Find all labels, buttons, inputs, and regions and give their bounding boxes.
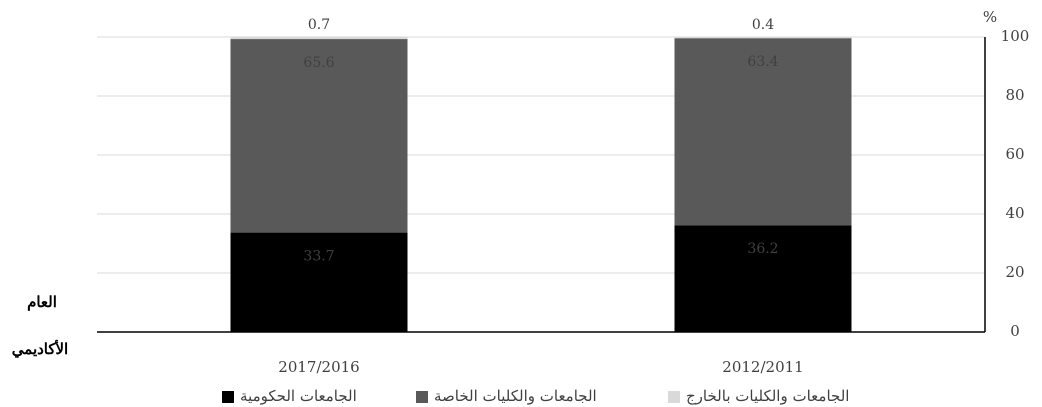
y-tick-label: 100: [1001, 27, 1030, 45]
data-label: 65.6: [303, 55, 334, 71]
bar-segment: [230, 37, 408, 40]
bar-segment: [230, 232, 408, 332]
legend-label: الجامعات الحكومية: [240, 387, 357, 405]
y-unit: %: [983, 8, 997, 26]
bar-segment: [674, 37, 852, 39]
data-label: 36.2: [747, 241, 778, 257]
legend-swatch: [416, 391, 428, 403]
x-label: الأكاديمي: [12, 339, 68, 359]
x-tick-label: 2012/2011: [722, 358, 803, 376]
data-label: 0.7: [308, 17, 330, 33]
y-tick-label: 40: [1005, 204, 1024, 222]
data-label: 63.4: [747, 54, 778, 70]
bar-segment: [230, 39, 408, 233]
bar-segment: [674, 38, 852, 226]
legend-label: الجامعات والكليات بالخارج: [686, 387, 849, 405]
x-tick-label: 2017/2016: [278, 358, 359, 376]
legend-swatch: [222, 391, 234, 403]
y-tick-label: 0: [1010, 322, 1020, 340]
y-tick-label: 80: [1005, 86, 1024, 104]
data-label: 0.4: [752, 17, 774, 33]
bar-segment: [674, 225, 852, 332]
data-label: 33.7: [303, 249, 334, 265]
legend-swatch: [668, 391, 680, 403]
x-label: العام: [27, 293, 57, 311]
y-tick-label: 20: [1005, 263, 1024, 281]
legend-label: الجامعات والكليات الخاصة: [434, 387, 597, 405]
y-tick-label: 60: [1005, 145, 1024, 163]
